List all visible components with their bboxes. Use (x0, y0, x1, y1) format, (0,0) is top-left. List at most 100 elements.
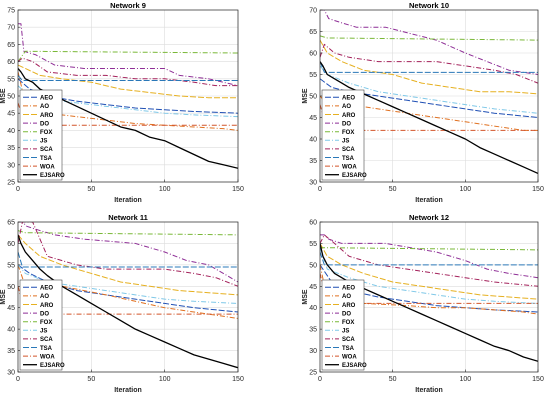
y-axis-label: MSE (302, 289, 309, 305)
y-tick-label: 50 (7, 284, 15, 291)
y-tick-label: 55 (309, 72, 317, 79)
y-tick-label: 25 (7, 180, 15, 187)
series-line-aeo (18, 264, 238, 313)
y-tick-label: 35 (309, 327, 317, 334)
legend-label-aro: ARO (40, 303, 54, 309)
legend: AEO AO ARO DO FOX JS SCA TSA WOA EJSARO (19, 279, 65, 371)
y-axis-label: MSE (302, 88, 309, 104)
x-tick-label: 100 (159, 186, 171, 193)
y-tick-label: 65 (7, 220, 15, 227)
y-tick-label: 40 (7, 128, 15, 135)
series-line-tsa (18, 251, 238, 268)
x-tick-label: 0 (318, 376, 322, 383)
legend: AEO AO ARO DO FOX JS SCA TSA WOA EJSARO (321, 89, 367, 181)
series-line-aro (320, 243, 538, 300)
legend-label-ejsaro: EJSARO (40, 173, 65, 179)
legend-label-sca: SCA (40, 147, 53, 153)
legend-label-tsa: TSA (342, 156, 355, 162)
y-tick-label: 45 (7, 111, 15, 118)
legend-label-do: DO (342, 311, 351, 317)
series-line-sca (320, 43, 538, 84)
chart-title: Network 10 (409, 1, 449, 10)
y-tick-label: 55 (7, 76, 15, 83)
series-line-do (18, 23, 238, 87)
legend-label-fox: FOX (40, 130, 52, 136)
legend-box (321, 89, 365, 181)
y-tick-label: 60 (309, 51, 317, 58)
chart-panel-3: 0 50 100 150 30 35 40 45 50 55 60 65 Network 11 Itera… (0, 213, 244, 394)
legend-label-woa: WOA (40, 164, 55, 170)
x-tick-label: 150 (232, 376, 244, 383)
x-tick-label: 150 (532, 186, 544, 193)
chart-panel-2: 0 50 100 150 30 35 40 45 50 55 60 65 70 Network 10 Ite… (302, 1, 544, 204)
x-axis-label: Iteration (415, 197, 443, 204)
x-tick-label: 150 (232, 186, 244, 193)
y-tick-label: 55 (7, 262, 15, 269)
legend-label-aro: ARO (342, 113, 356, 119)
x-tick-label: 50 (389, 186, 397, 193)
y-tick-label: 30 (7, 370, 15, 377)
series-line-ejsaro (320, 61, 538, 174)
x-tick-label: 0 (16, 376, 20, 383)
y-tick-label: 45 (7, 305, 15, 312)
y-tick-label: 45 (309, 284, 317, 291)
y-tick-label: 35 (309, 158, 317, 165)
legend-label-ejsaro: EJSARO (342, 173, 367, 179)
legend-label-js: JS (40, 139, 47, 145)
legend-label-do: DO (342, 121, 351, 127)
y-tick-label: 30 (7, 162, 15, 169)
y-tick-label: 65 (309, 29, 317, 36)
x-tick-label: 50 (87, 186, 95, 193)
series-line-do (320, 10, 538, 75)
legend-label-woa: WOA (342, 354, 357, 360)
y-tick-label: 75 (7, 8, 15, 15)
x-tick-label: 50 (87, 376, 95, 383)
x-tick-label: 100 (459, 186, 471, 193)
series-line-ao (320, 264, 538, 315)
series-line-sca (320, 234, 538, 287)
chart-title: Network 9 (110, 1, 146, 10)
legend-label-aeo: AEO (342, 286, 355, 292)
series-line-tsa (18, 75, 238, 82)
y-tick-label: 60 (309, 220, 317, 227)
legend-box (19, 279, 63, 371)
y-tick-label: 60 (7, 59, 15, 66)
y-tick-label: 45 (309, 115, 317, 122)
x-axis-label: Iteration (114, 197, 142, 204)
y-tick-label: 50 (309, 94, 317, 101)
legend-label-ao: AO (40, 104, 49, 110)
series-line-do (18, 222, 238, 283)
y-tick-label: 70 (7, 25, 15, 32)
legend-label-aeo: AEO (342, 96, 355, 102)
legend-label-ao: AO (40, 294, 49, 300)
legend-box (321, 279, 365, 371)
y-axis-label: MSE (0, 88, 7, 104)
series-line-js (320, 65, 538, 114)
series-line-fox (320, 247, 538, 251)
legend-label-aro: ARO (40, 113, 54, 119)
series-line-tsa (320, 61, 538, 73)
series-line-aeo (320, 78, 538, 118)
series-line-ejsaro (320, 243, 538, 362)
legend-label-js: JS (342, 139, 349, 145)
series-line-woa (18, 286, 238, 315)
y-tick-label: 40 (309, 305, 317, 312)
series-group (320, 10, 538, 174)
series-line-fox (18, 50, 238, 62)
series-line-ejsaro (18, 234, 238, 369)
y-tick-label: 40 (309, 137, 317, 144)
series-line-js (320, 247, 538, 304)
x-tick-label: 0 (16, 186, 20, 193)
legend-label-aro: ARO (342, 303, 356, 309)
series-line-js (18, 264, 238, 304)
legend: AEO AO ARO DO FOX JS SCA TSA WOA EJSARO (321, 279, 367, 371)
legend-label-fox: FOX (342, 320, 354, 326)
legend-label-ejsaro: EJSARO (40, 363, 65, 369)
x-tick-label: 150 (532, 376, 544, 383)
legend-label-ejsaro: EJSARO (342, 363, 367, 369)
series-line-aro (18, 234, 238, 296)
legend-label-js: JS (342, 329, 349, 335)
y-tick-label: 55 (309, 241, 317, 248)
y-tick-label: 70 (309, 8, 317, 15)
y-tick-label: 25 (309, 370, 317, 377)
